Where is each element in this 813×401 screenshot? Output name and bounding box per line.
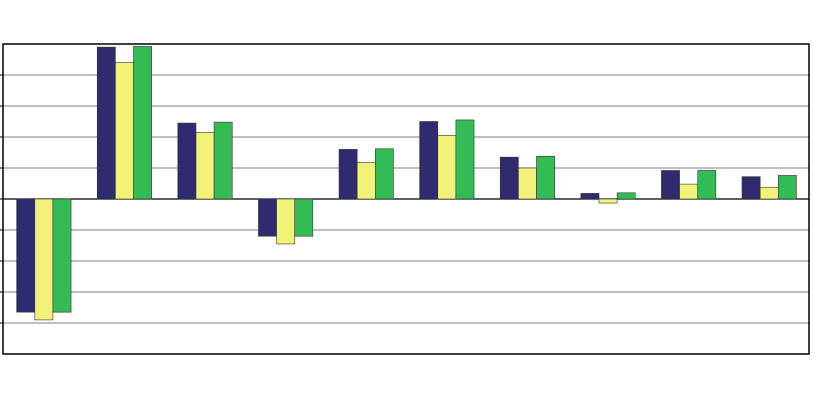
bar-series1-cat5 [338,149,358,200]
bar-series3-cat5 [375,148,394,200]
bar-series2-cat7 [518,167,537,200]
bar-series1-cat1 [16,198,36,313]
bar-series1-cat7 [499,156,519,200]
bar-series2-cat10 [759,186,779,200]
bar-series3-cat4 [294,198,314,237]
bar-series2-cat5 [356,162,376,200]
bar-series3-cat9 [697,170,717,200]
bar-series3-cat3 [213,121,233,200]
bar-series1-cat6 [419,121,439,200]
bar-series3-cat1 [52,198,72,313]
bar-series3-cat8 [616,192,636,200]
bar-series2-cat9 [679,183,699,200]
bar-series1-cat3 [177,122,197,200]
plot-frame [2,43,810,355]
bar-series2-cat6 [437,135,457,200]
bar-series1-cat4 [258,198,277,237]
bar-series3-cat6 [455,119,475,200]
bar-series2-cat4 [276,198,296,245]
bar-series2-cat8 [598,198,618,204]
bar-series1-cat9 [661,170,680,200]
bars [16,46,797,321]
bar-series1-cat10 [741,176,761,200]
bar-series2-cat1 [34,198,54,321]
bar-series2-cat3 [195,132,215,200]
bar-series1-cat8 [580,193,600,200]
bar-series3-cat2 [133,46,152,200]
bar-series3-cat10 [778,175,797,200]
bar-series2-cat2 [115,62,134,200]
bar-series3-cat7 [536,155,555,200]
bar-series1-cat2 [96,46,116,200]
